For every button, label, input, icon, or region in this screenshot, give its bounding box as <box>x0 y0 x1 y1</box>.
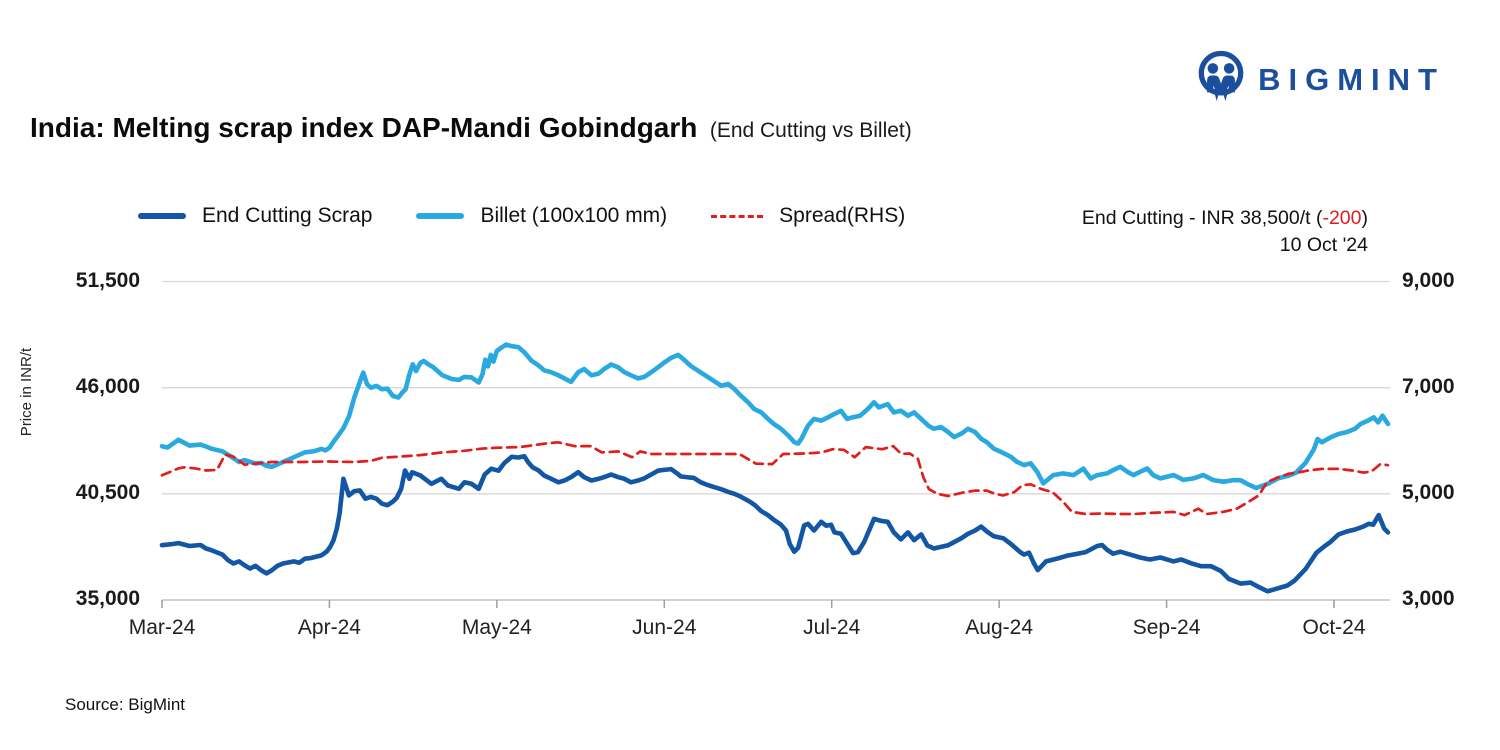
bigmint-logo-icon <box>1197 50 1245 109</box>
x-axis-label: May-24 <box>461 616 532 639</box>
y-axis-label-left: 35,000 <box>75 587 140 610</box>
bigmint-logo-text: BIGMINT <box>1258 61 1445 97</box>
chart-title-sub: (End Cutting vs Billet) <box>709 119 912 142</box>
legend-item-end-cutting: End Cutting Scrap <box>138 204 372 228</box>
latest-price-date: 10 Oct '24 <box>1279 234 1368 256</box>
legend-label: Billet (100x100 mm) <box>480 204 668 227</box>
x-axis-label: Apr-24 <box>297 616 361 639</box>
end-cutting-line <box>159 453 1391 594</box>
legend-label: Spread(RHS) <box>779 204 906 227</box>
x-axis-label: Jun-24 <box>632 616 697 639</box>
x-axis-label: Oct-24 <box>1302 616 1366 639</box>
latest-price-line: End Cutting - INR 38,500/t (-200) <box>1081 207 1368 229</box>
x-axis-label: Mar-24 <box>128 616 196 639</box>
legend: End Cutting Scrap Billet (100x100 mm) Sp… <box>138 204 905 228</box>
latest-price-annotation: End Cutting - INR 38,500/t (-200) 10 Oct… <box>1082 205 1368 259</box>
spread-swatch <box>711 214 764 218</box>
source-note: Source: BigMint <box>65 695 185 714</box>
y-axis-label-right: 7,000 <box>1402 374 1455 398</box>
spread-line <box>160 440 1390 517</box>
y-axis-label-right: 5,000 <box>1402 480 1455 504</box>
billet-swatch <box>416 213 465 219</box>
billet-line <box>159 342 1391 491</box>
y-axis-label-left: 51,500 <box>75 268 140 292</box>
x-axis-label: Jul-24 <box>803 616 861 639</box>
x-axis-label: Sep-24 <box>1132 616 1201 639</box>
x-axis-label: Aug-24 <box>965 616 1033 639</box>
legend-item-billet: Billet (100x100 mm) <box>416 204 667 228</box>
y-axis-label-left: 40,500 <box>75 480 140 504</box>
chart-title: India: Melting scrap index DAP-Mandi Gob… <box>30 112 912 144</box>
y-axis-label-right: 3,000 <box>1402 587 1455 610</box>
y-axis-label-left: 46,000 <box>75 374 140 398</box>
legend-item-spread: Spread(RHS) <box>711 204 905 228</box>
chart-title-main: India: Melting scrap index DAP-Mandi Gob… <box>30 112 698 143</box>
end-cutting-swatch <box>138 213 186 219</box>
legend-label: End Cutting Scrap <box>202 204 373 227</box>
y-axis-label-right: 9,000 <box>1402 268 1455 292</box>
price-change-value: -200 <box>1322 207 1362 229</box>
bigmint-logo: BIGMINT <box>1197 50 1445 109</box>
